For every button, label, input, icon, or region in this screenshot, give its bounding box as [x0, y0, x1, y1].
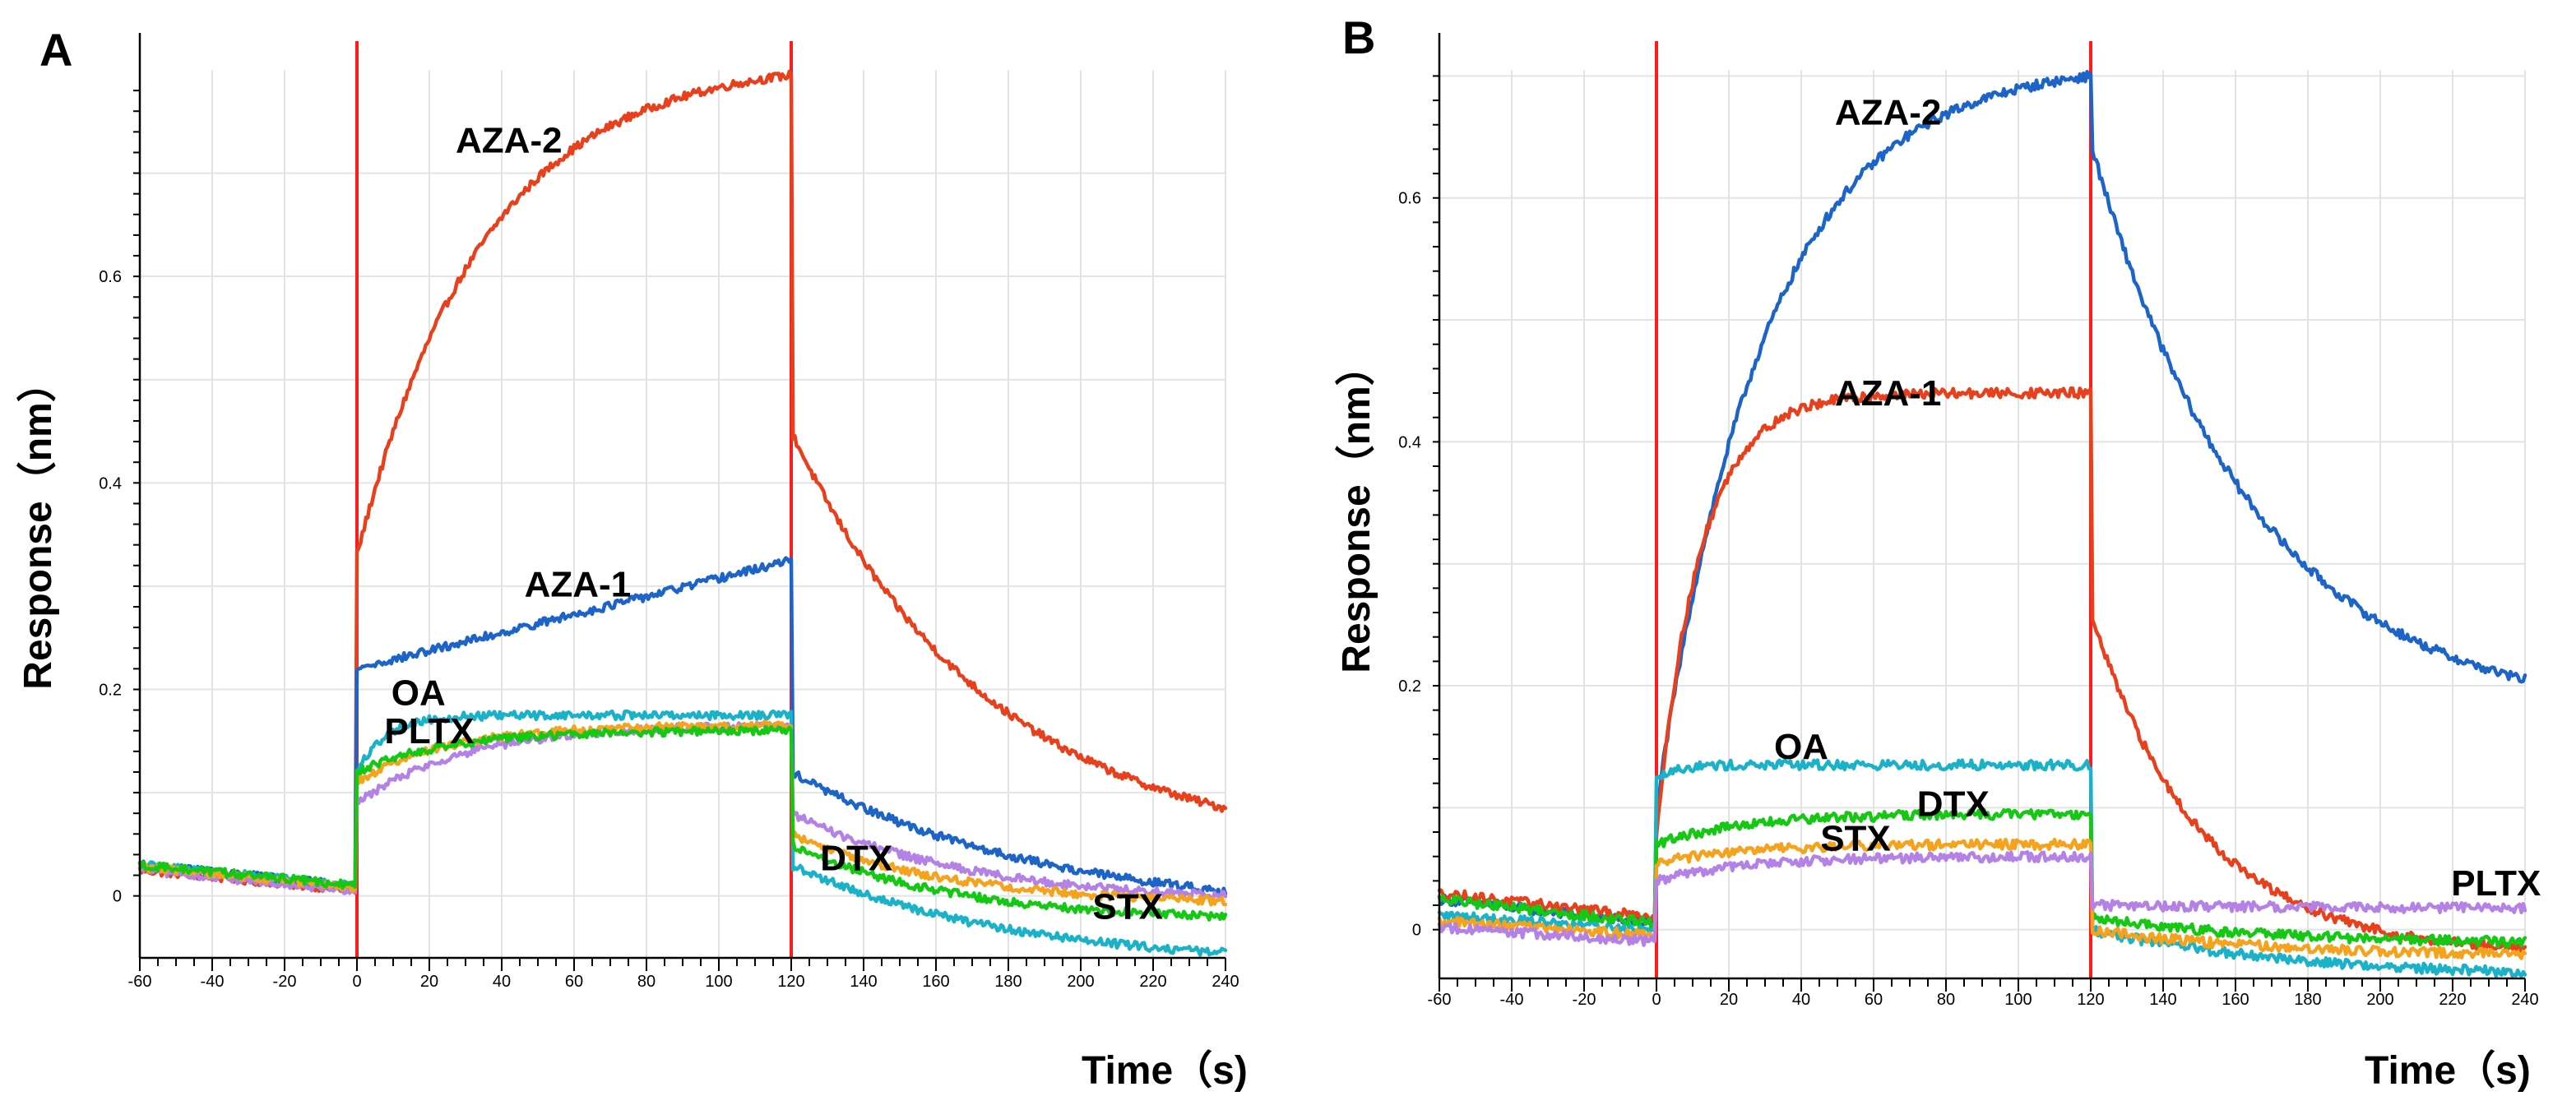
y-tick-label: 0.6 — [1398, 190, 1421, 208]
x-tick-label: 80 — [1937, 991, 1955, 1009]
x-tick-label: 60 — [565, 973, 583, 991]
x-tick-label: 240 — [1212, 973, 1239, 991]
x-tick-label: 160 — [922, 973, 949, 991]
series-label-stx: STX — [1820, 818, 1891, 858]
x-tick-label: 200 — [1067, 973, 1094, 991]
panel-b-y-axis-title: Response（nm） — [1335, 346, 1378, 673]
x-tick-label: -60 — [128, 973, 152, 991]
x-tick-label: -20 — [1573, 991, 1596, 1009]
y-tick-label: 0 — [113, 888, 122, 906]
x-tick-label: 20 — [1720, 991, 1738, 1009]
x-tick-label: 160 — [2222, 991, 2249, 1009]
series-label-dtx: DTX — [820, 838, 892, 878]
x-tick-label: 80 — [637, 973, 656, 991]
x-tick-label: 140 — [2149, 991, 2176, 1009]
panel-b-series-labels: AZA-2 AZA-1 OA DTX STX PLTX — [1774, 93, 2541, 904]
x-tick-label: 180 — [2294, 991, 2321, 1009]
series-line-stx — [1437, 837, 2527, 960]
x-tick-label: -20 — [273, 973, 297, 991]
x-tick-label: 60 — [1865, 991, 1883, 1009]
panel-b-gridlines — [1439, 70, 2526, 978]
panel-b-x-axis-title: Time（s) — [2365, 1049, 2531, 1093]
panel-b-x-ticks: -60 -40 -20 0 20 40 60 80 100 120 140 160 180 200 220 2… — [1428, 978, 2539, 1009]
series-line-pltx — [1437, 849, 2527, 947]
x-tick-label: 180 — [994, 973, 1022, 991]
panel-b-series — [1437, 69, 2527, 978]
y-tick-label: 0.4 — [1398, 433, 1421, 451]
panel-a-y-ticks: 0 0.2 0.4 0.6 — [99, 90, 140, 906]
x-tick-label: 0 — [1652, 991, 1661, 1009]
y-tick-label: 0.6 — [99, 268, 122, 286]
x-tick-label: 0 — [352, 973, 361, 991]
series-label-aza-1: AZA-1 — [525, 564, 632, 604]
y-tick-label: 0.2 — [1398, 677, 1421, 696]
panel-a-x-ticks: -60 -40 -20 0 20 40 60 80 100 120 140 160 180 200 220 2… — [128, 958, 1239, 991]
x-tick-label: 100 — [2004, 991, 2032, 1009]
series-label-pltx: PLTX — [2451, 863, 2541, 904]
x-tick-label: 240 — [2511, 991, 2538, 1009]
series-label-oa: OA — [1774, 727, 1828, 767]
panel-a-y-axis-title: Response（nm） — [16, 363, 60, 689]
series-line-oa — [1437, 758, 2527, 978]
x-tick-label: -40 — [201, 973, 225, 991]
panel-b-axes — [1438, 33, 2525, 980]
x-tick-label: 200 — [2366, 991, 2393, 1009]
x-tick-label: 100 — [705, 973, 732, 991]
panel-a-chart: A -60 -40 -20 0 20 40 60 80 100 120 140 160 180 200 22… — [16, 24, 1248, 1093]
panel-a-series — [137, 69, 1228, 957]
x-tick-label: 120 — [777, 973, 804, 991]
series-line-dtx — [1437, 807, 2527, 949]
x-tick-label: 140 — [850, 973, 877, 991]
panel-b-label: B — [1342, 12, 1375, 63]
series-label-oa: OA — [391, 673, 446, 713]
y-tick-label: 0.2 — [99, 681, 122, 699]
series-label-aza-2: AZA-2 — [1835, 93, 1942, 133]
x-tick-label: 120 — [2077, 991, 2104, 1009]
series-label-stx: STX — [1092, 886, 1163, 927]
x-tick-label: 220 — [2439, 991, 2466, 1009]
series-label-aza-2: AZA-2 — [456, 120, 563, 160]
x-tick-label: 40 — [1792, 991, 1810, 1009]
series-label-pltx: PLTX — [384, 711, 474, 751]
panel-a-axes — [138, 33, 1225, 960]
panel-a-label: A — [39, 24, 72, 76]
x-tick-label: -40 — [1500, 991, 1524, 1009]
x-tick-label: 220 — [1139, 973, 1166, 991]
panel-b-chart: B -60 -40 -20 0 20 40 60 80 100 120 140 160 180 200 22… — [1335, 12, 2541, 1093]
panel-a-x-axis-title: Time（s) — [1082, 1049, 1248, 1093]
x-tick-label: 40 — [493, 973, 511, 991]
x-tick-label: 20 — [420, 973, 438, 991]
series-line-stx — [137, 724, 1228, 922]
y-tick-label: 0 — [1412, 922, 1421, 940]
panel-a-gridlines — [140, 70, 1226, 958]
panel-b-y-ticks: 0 0.2 0.4 0.6 — [1398, 75, 1439, 940]
series-label-dtx: DTX — [1917, 784, 1990, 825]
y-tick-label: 0.4 — [99, 474, 122, 493]
series-label-aza-1: AZA-1 — [1835, 373, 1942, 414]
series-line-aza-1 — [1437, 386, 2527, 955]
x-tick-label: -60 — [1428, 991, 1452, 1009]
